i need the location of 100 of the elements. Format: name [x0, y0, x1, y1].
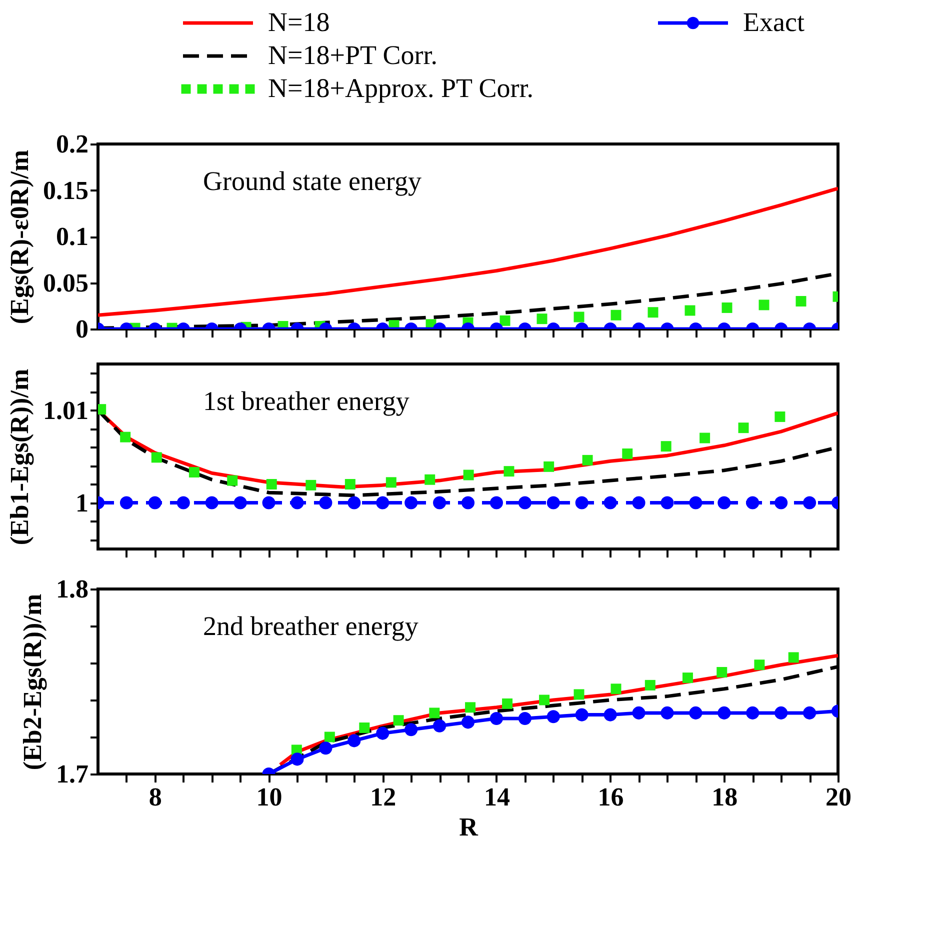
- point: [319, 742, 332, 755]
- y-tick-label: 0.2: [56, 130, 88, 158]
- point: [504, 466, 514, 477]
- point: [682, 672, 693, 684]
- annotation: Ground state energy: [203, 166, 422, 196]
- y-axis-title: (Eb1-Egs(R))/m: [5, 368, 34, 546]
- point: [290, 752, 304, 766]
- point: [803, 496, 816, 510]
- point: [774, 496, 788, 510]
- annotation: 2nd breather energy: [203, 611, 419, 641]
- point: [716, 667, 728, 678]
- point: [660, 441, 672, 452]
- point: [575, 708, 588, 722]
- y-tick-label: 0.15: [43, 176, 88, 205]
- point: [386, 477, 396, 488]
- point: [227, 475, 238, 486]
- point: [348, 734, 361, 748]
- point: [461, 716, 475, 729]
- point: [718, 706, 731, 720]
- point: [518, 712, 532, 726]
- point: [348, 496, 361, 510]
- point: [290, 496, 304, 510]
- point: [429, 708, 440, 718]
- point: [700, 432, 710, 444]
- point: [774, 706, 788, 720]
- point: [746, 496, 760, 510]
- x-tick-label: 14: [484, 782, 510, 812]
- point: [632, 706, 646, 720]
- line-series: [278, 654, 838, 766]
- point: [774, 411, 786, 422]
- point: [582, 454, 593, 466]
- point: [424, 474, 436, 485]
- point: [610, 684, 622, 694]
- point: [539, 694, 550, 706]
- point: [574, 689, 584, 700]
- point: [404, 496, 418, 510]
- point: [575, 496, 588, 510]
- legend-label: N=18+Approx. PT Corr.: [268, 73, 534, 103]
- y-tick-label: 1.8: [56, 574, 88, 604]
- x-tick-label: 16: [598, 782, 624, 812]
- legend-label: Exact: [743, 7, 805, 37]
- point: [754, 660, 765, 670]
- point: [359, 722, 370, 733]
- point: [433, 719, 446, 732]
- point: [604, 708, 617, 722]
- point: [644, 680, 656, 690]
- point: [266, 479, 277, 490]
- y-tick-label: 1: [76, 488, 88, 518]
- point: [803, 706, 816, 720]
- point: [788, 652, 799, 663]
- point: [718, 496, 731, 510]
- point: [546, 710, 560, 724]
- point: [376, 496, 390, 510]
- y-tick-label: 0: [76, 314, 88, 344]
- legend-label: N=18: [268, 7, 330, 37]
- point: [188, 466, 200, 478]
- point: [660, 706, 674, 720]
- point: [546, 496, 560, 510]
- y-axis-title: (Eb2-Egs(R))/m: [18, 594, 47, 770]
- point: [746, 706, 760, 720]
- point: [738, 422, 749, 434]
- y-axis-title: (Egs(R)-ε0R)/m: [5, 150, 34, 324]
- point: [689, 706, 702, 720]
- point: [604, 496, 617, 510]
- point: [544, 461, 554, 472]
- point: [148, 496, 162, 510]
- point: [490, 712, 503, 726]
- x-tick-label: 18: [712, 782, 738, 812]
- y-tick-label: 1.7: [56, 760, 88, 788]
- point: [151, 452, 162, 463]
- x-tick-label: 10: [256, 782, 282, 812]
- y-tick-label: 0.1: [56, 222, 88, 251]
- point: [689, 496, 702, 510]
- point: [393, 715, 404, 726]
- point: [660, 496, 674, 510]
- y-tick-label: 0.05: [43, 268, 88, 298]
- annotation: 1st breather energy: [203, 386, 410, 416]
- legend-label: N=18+PT Corr.: [268, 40, 438, 70]
- point: [234, 496, 247, 510]
- point: [376, 726, 390, 740]
- point: [120, 496, 133, 510]
- point: [632, 496, 646, 510]
- y-tick-label: 1.01: [43, 396, 88, 425]
- point: [465, 702, 476, 713]
- point: [262, 496, 276, 510]
- point: [463, 470, 474, 480]
- point: [433, 496, 446, 510]
- point: [205, 496, 218, 510]
- point: [344, 479, 356, 490]
- x-axis-title: R: [459, 812, 478, 842]
- point: [461, 496, 475, 510]
- point: [306, 480, 316, 490]
- point: [502, 698, 513, 709]
- x-tick-label: 8: [148, 782, 162, 812]
- x-tick-label: 20: [826, 782, 852, 812]
- point: [518, 496, 532, 510]
- point: [120, 432, 131, 442]
- point: [324, 732, 335, 742]
- point: [622, 448, 633, 459]
- point: [319, 496, 332, 510]
